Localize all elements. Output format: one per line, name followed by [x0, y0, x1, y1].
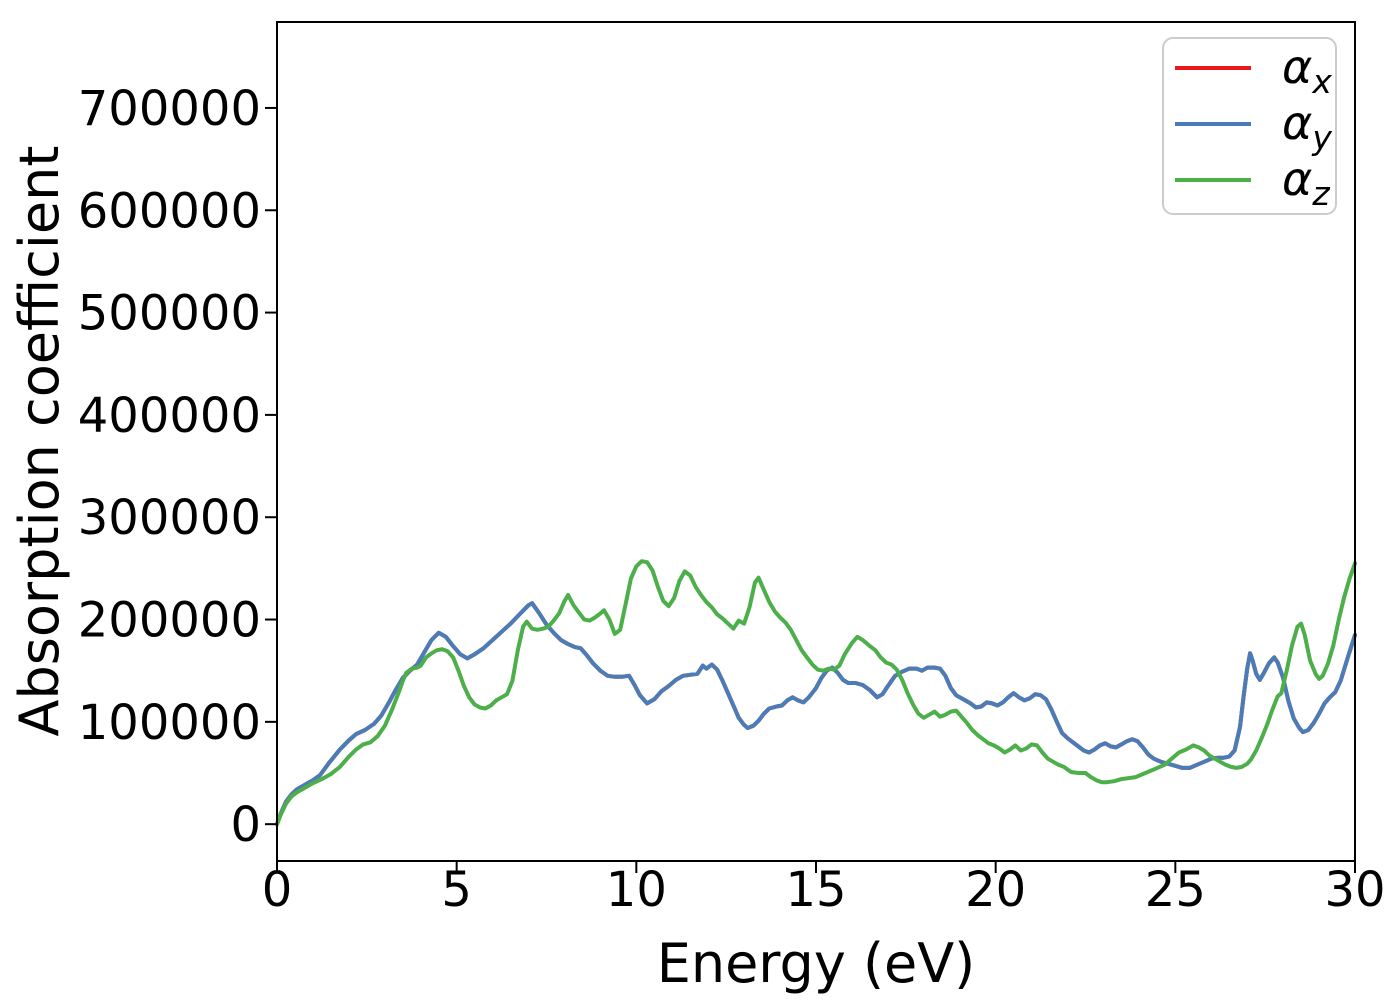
x-axis-ticks: 0 5 10 15 20 25 30	[262, 861, 1386, 918]
series-group	[275, 559, 1357, 827]
y-tick-label: 300000	[78, 490, 261, 546]
x-tick-label: 30	[1324, 862, 1385, 918]
y-axis-label: Absorption coefficient	[8, 146, 71, 737]
x-tick-label: 20	[965, 862, 1026, 918]
legend-label-alpha_y: αy	[1282, 96, 1332, 157]
y-axis-ticks: 0 100000 200000 300000 400000 500000 600000 700…	[78, 81, 277, 853]
x-tick-label: 0	[262, 862, 293, 918]
x-tick-label: 25	[1145, 862, 1206, 918]
series-line-alpha_y	[275, 601, 1357, 827]
plot-frame	[276, 21, 1356, 862]
y-tick-label: 700000	[78, 81, 261, 137]
x-tick-label: 5	[441, 862, 472, 918]
series-line-alpha_z	[275, 559, 1357, 827]
y-tick-label: 100000	[78, 695, 261, 751]
y-tick-label: 200000	[78, 593, 261, 649]
y-tick-label: 500000	[78, 286, 261, 342]
x-axis-label: Energy (eV)	[657, 932, 976, 995]
y-tick-label: 400000	[78, 388, 261, 444]
x-tick-label: 10	[606, 862, 667, 918]
y-tick-label: 0	[230, 797, 261, 853]
x-tick-label: 15	[785, 862, 846, 918]
y-tick-label: 600000	[78, 183, 261, 239]
